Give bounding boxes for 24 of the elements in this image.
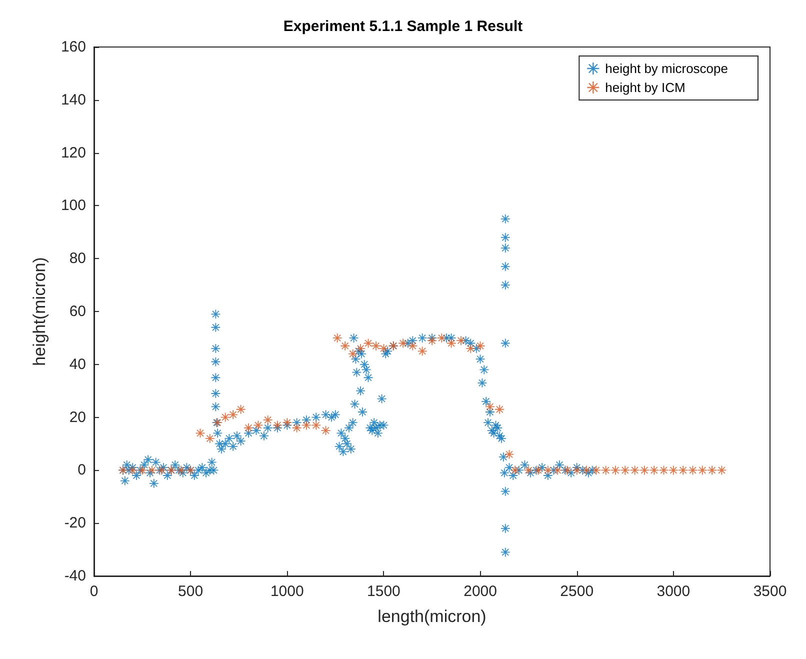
x-tick-label: 3000 <box>656 583 690 600</box>
y-tick-label: 20 <box>69 408 86 426</box>
x-tick-label: 1000 <box>270 583 304 600</box>
legend-label: height by ICM <box>605 80 686 95</box>
y-tick-label: 160 <box>60 38 86 56</box>
y-tick-label: 80 <box>69 250 86 268</box>
x-tick-label: 2500 <box>560 583 594 600</box>
y-tick-label: 100 <box>60 197 86 214</box>
y-tick-label: 60 <box>69 303 86 320</box>
y-tick-label: -40 <box>64 568 86 584</box>
x-tick-label: 3500 <box>753 583 787 600</box>
x-tick-label: 500 <box>178 583 204 600</box>
x-tick-label: 1500 <box>367 583 400 600</box>
x-axis-title: length(micron) <box>378 607 486 626</box>
legend-label: height by microscope <box>605 61 728 76</box>
x-tick-label: 2000 <box>464 583 497 600</box>
y-tick-label: -20 <box>64 514 86 532</box>
chart-title: Experiment 5.1.1 Sample 1 Result <box>283 18 523 35</box>
y-tick-label: 0 <box>78 462 86 479</box>
y-tick-label: 140 <box>60 91 86 108</box>
x-tick-label: 0 <box>90 583 98 600</box>
y-tick-label: 40 <box>69 356 86 373</box>
y-axis-title: height(micron) <box>30 257 49 366</box>
y-tick-label: 120 <box>60 144 86 162</box>
